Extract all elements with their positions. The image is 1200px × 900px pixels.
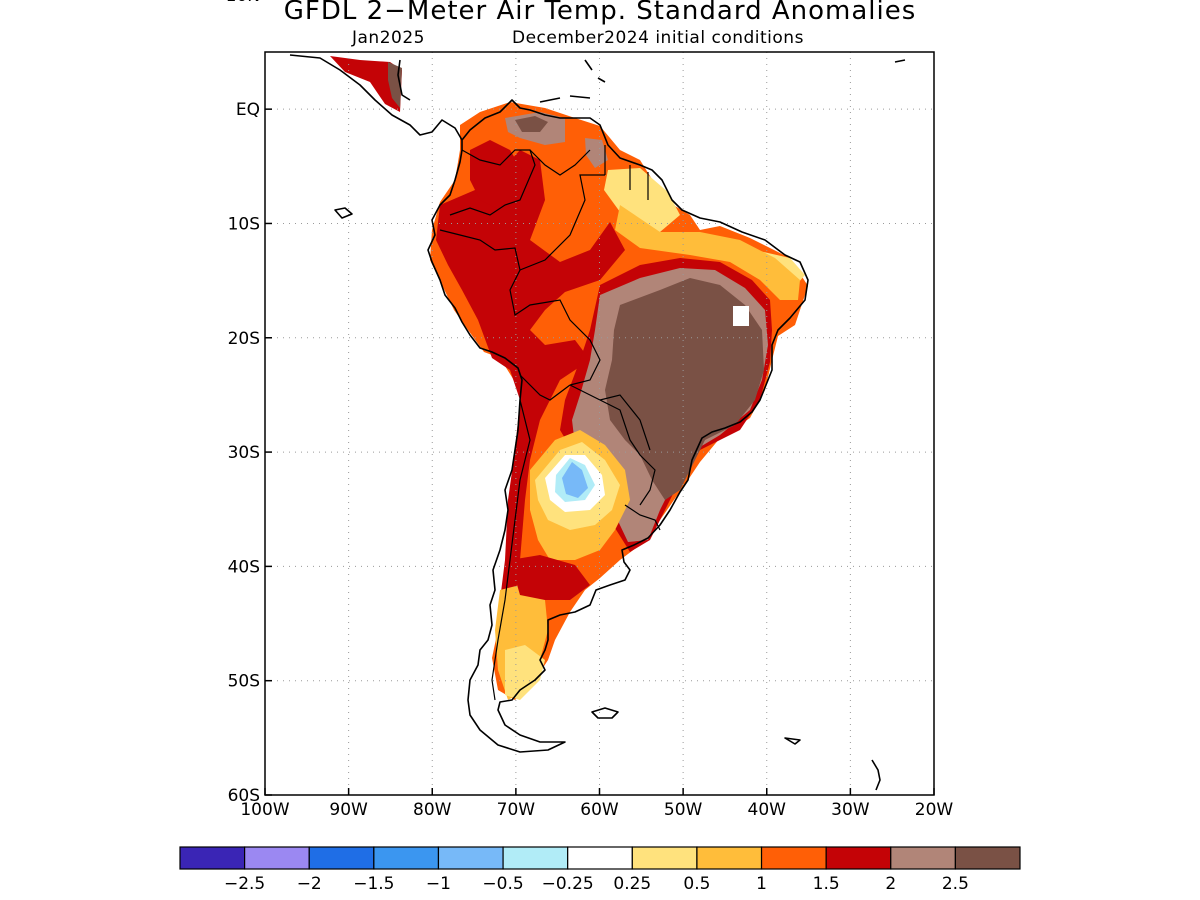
lat-tick-label: 60S <box>228 786 260 806</box>
legend-label: −1 <box>426 874 451 894</box>
anomaly-region-central-america <box>330 56 402 112</box>
coastline-south-georgia <box>784 737 801 745</box>
coastline-sandwich-islands <box>871 759 881 791</box>
legend-label: 2.5 <box>942 874 969 894</box>
anomaly-region-ne-coast-gold <box>615 205 800 300</box>
coastlines <box>289 54 906 791</box>
lon-tick-label: 40W <box>748 800 787 820</box>
border-chile-argentina <box>491 399 531 701</box>
map-ticks: 100W 90W 80W 70W 60W 50W 40W 30W 20W 10N EQ 10S 20S 3… <box>226 0 954 820</box>
anomaly-region-venezuela-darkbrown <box>515 116 548 132</box>
border-bolivia <box>519 374 656 506</box>
forecast-month: Jan2025 <box>352 28 425 48</box>
lat-tick-label: 10N <box>226 0 260 6</box>
legend-label: 0.5 <box>683 874 710 894</box>
border-venezuela <box>529 149 591 176</box>
legend-label: 0.25 <box>613 874 651 894</box>
legend-swatch <box>696 846 763 870</box>
border-brazil-west <box>519 174 605 271</box>
lat-tick-label: 30S <box>228 443 260 463</box>
anomaly-shading <box>330 56 808 700</box>
anomaly-region-argentina-blue <box>562 462 588 498</box>
anomaly-region-patagonia-yellow <box>505 645 545 700</box>
lon-tick-label: 20W <box>915 800 954 820</box>
border-uruguay <box>624 504 661 531</box>
legend-swatch <box>502 846 569 870</box>
legend-label: −0.25 <box>542 874 594 894</box>
legend-label: −1.5 <box>353 874 394 894</box>
legend-label: 2 <box>885 874 896 894</box>
map-title: GFDL 2−Meter Air Temp. Standard Anomalie… <box>283 0 917 26</box>
legend-label: −2.5 <box>224 874 265 894</box>
lon-tick-label: 50W <box>664 800 703 820</box>
anomaly-region-brazil-gap <box>733 306 749 326</box>
lat-tick-label: EQ <box>236 100 260 120</box>
anomaly-region-brazil-darkbrown <box>605 278 764 500</box>
lon-tick-label: 60W <box>580 800 619 820</box>
lon-tick-label: 90W <box>329 800 368 820</box>
initial-conditions-label: December2024 initial conditions <box>512 28 804 48</box>
border-guianas <box>604 145 649 200</box>
legend-swatch <box>760 846 827 870</box>
legend-swatch <box>567 846 633 870</box>
border-colombia <box>449 149 536 216</box>
lat-tick-label: 40S <box>228 557 260 577</box>
legend-swatch <box>179 846 246 870</box>
anomaly-region-west-red <box>436 150 625 600</box>
legend-label: −0.5 <box>482 874 523 894</box>
anomaly-region-guyana-brown <box>585 138 608 168</box>
coastline-central-america <box>289 54 463 141</box>
legend-swatch <box>890 846 956 870</box>
legend-swatch <box>244 846 310 870</box>
legend-swatch <box>825 846 892 870</box>
coastline-falklands <box>591 707 619 719</box>
coastline-south-america <box>427 99 809 753</box>
lat-tick-label: 50S <box>228 672 260 692</box>
lon-tick-label: 30W <box>831 800 870 820</box>
legend-swatch <box>437 846 504 870</box>
anomaly-region-ne-coast-yellow <box>604 168 680 232</box>
legend-label: 1 <box>756 874 767 894</box>
legend-swatch <box>373 846 440 870</box>
legend-swatch <box>308 846 375 870</box>
legend-swatch <box>954 846 1021 870</box>
lon-tick-label: 100W <box>240 800 289 820</box>
coastline-galapagos <box>334 207 353 219</box>
lat-tick-label: 10S <box>228 214 260 234</box>
border-ecuador-peru <box>439 229 601 386</box>
anomaly-region-colombia-red <box>470 140 525 210</box>
border-paraguay <box>599 394 651 451</box>
lon-tick-label: 70W <box>497 800 536 820</box>
country-borders <box>439 145 661 701</box>
legend-label: −2 <box>297 874 322 894</box>
coastline-caribbean <box>539 59 906 103</box>
legend-swatch <box>631 846 698 870</box>
legend-label: 1.5 <box>813 874 840 894</box>
lon-tick-label: 80W <box>413 800 452 820</box>
colorbar-legend: −2.5 −2 −1.5 −1 −0.5 −0.25 0.25 0.5 1 1.5 2 2.5 <box>179 846 1021 894</box>
lat-tick-label: 20S <box>228 329 260 349</box>
